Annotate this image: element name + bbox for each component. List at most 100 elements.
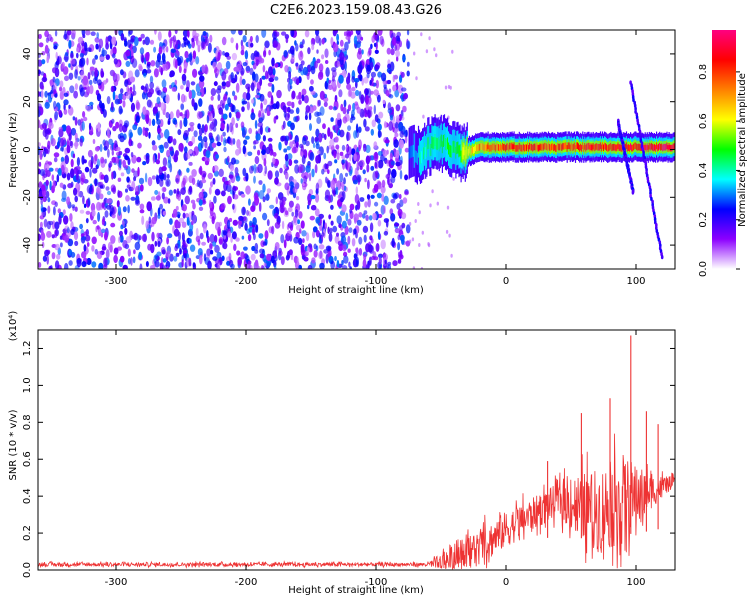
noise-speckle: [147, 176, 153, 187]
noise-speckle: [191, 98, 195, 107]
noise-speckle: [285, 172, 289, 178]
noise-speckle: [246, 228, 251, 234]
noise-speckle: [116, 200, 120, 208]
noise-speckle: [96, 158, 101, 167]
noise-speckle: [222, 131, 226, 137]
noise-speckle: [102, 264, 108, 269]
noise-speckle: [79, 209, 85, 214]
signal-cell: [461, 145, 463, 158]
noise-speckle: [47, 197, 51, 203]
noise-speckle: [258, 233, 264, 239]
noise-speckle: [242, 127, 248, 136]
noise-speckle: [113, 58, 118, 65]
noise-speckle: [136, 156, 142, 163]
noise-speckle: [240, 49, 245, 56]
noise-speckle: [389, 152, 393, 161]
noise-speckle: [161, 79, 167, 88]
noise-speckle: [263, 98, 268, 106]
y-tick-label: 0: [22, 146, 33, 152]
noise-speckle: [276, 89, 282, 99]
noise-speckle: [327, 226, 330, 234]
noise-speckle: [279, 61, 283, 69]
noise-speckle: [46, 144, 50, 155]
noise-speckle: [134, 241, 141, 251]
noise-speckle: [325, 60, 329, 64]
noise-speckle: [288, 70, 292, 80]
noise-speckle: [349, 266, 352, 269]
signal-cell: [555, 145, 557, 152]
noise-speckle: [363, 118, 367, 128]
signal-cell: [535, 144, 537, 152]
noise-speckle: [355, 30, 361, 35]
noise-speckle: [232, 138, 236, 145]
signal-cell: [658, 143, 660, 151]
snr-x-ticks: -300 -200 -100 0 100: [105, 330, 646, 588]
signal-cell: [655, 145, 657, 152]
noise-speckle: [264, 165, 268, 175]
noise-speckle: [383, 230, 389, 236]
noise-speckle: [376, 192, 382, 199]
noise-speckle: [163, 141, 169, 149]
noise-speckle: [354, 103, 359, 110]
noise-speckle: [381, 193, 385, 202]
noise-speckle: [38, 262, 42, 268]
noise-speckle: [314, 193, 320, 203]
signal-cell: [598, 143, 600, 151]
signal-cell: [466, 142, 468, 155]
noise-speckle: [334, 255, 337, 262]
noise-speckle: [339, 39, 344, 47]
signal-cell: [637, 144, 639, 151]
noise-speckle: [125, 188, 128, 193]
noise-speckle: [94, 37, 100, 43]
noise-speckle: [245, 172, 249, 182]
noise-speckle: [338, 74, 344, 84]
signal-cell: [569, 144, 571, 152]
colorbar: 0.00.20.40.60.8 Normalized spectral ampl…: [698, 30, 748, 277]
noise-speckle: [110, 235, 116, 244]
noise-speckle: [88, 122, 92, 131]
noise-speckle: [447, 84, 451, 89]
noise-speckle: [450, 253, 453, 258]
noise-speckle: [341, 144, 346, 151]
noise-speckle: [275, 115, 279, 120]
noise-speckle: [163, 171, 167, 181]
noise-speckle: [40, 198, 43, 205]
noise-speckle: [266, 110, 271, 116]
noise-speckle: [285, 210, 289, 216]
noise-speckle: [230, 72, 234, 81]
signal-cell: [617, 142, 619, 150]
noise-speckle: [38, 181, 43, 187]
noise-speckle: [384, 259, 387, 264]
colorbar-gradient: [712, 30, 736, 269]
noise-speckle: [74, 83, 78, 91]
noise-speckle: [160, 91, 167, 99]
noise-speckle: [345, 172, 348, 177]
noise-speckle: [402, 56, 406, 62]
signal-cell: [436, 138, 438, 151]
y-tick-label: -40: [22, 237, 33, 253]
noise-speckle: [179, 248, 182, 255]
noise-speckle: [173, 228, 180, 237]
noise-speckle: [335, 144, 340, 150]
noise-speckle: [102, 243, 106, 251]
noise-speckle: [50, 138, 56, 147]
noise-speckle: [127, 157, 131, 166]
noise-speckle: [117, 236, 121, 244]
noise-speckle: [150, 243, 155, 254]
noise-speckle: [130, 151, 134, 158]
noise-speckle: [100, 68, 104, 78]
noise-speckle: [182, 212, 186, 219]
noise-speckle: [285, 254, 290, 261]
snr-panel: -300 -200 -100 0 100 0.00.20.40.60.81.01.2 H…: [8, 311, 676, 596]
noise-speckle: [266, 219, 270, 227]
noise-speckle: [387, 176, 390, 186]
noise-speckle: [258, 180, 263, 185]
noise-speckle: [291, 90, 296, 100]
noise-speckle: [63, 103, 66, 111]
noise-speckle: [296, 257, 300, 265]
noise-speckle: [82, 75, 89, 86]
noise-speckle: [368, 106, 373, 111]
noise-speckle: [60, 164, 65, 175]
noise-speckle: [321, 54, 325, 60]
noise-speckle: [157, 52, 161, 63]
